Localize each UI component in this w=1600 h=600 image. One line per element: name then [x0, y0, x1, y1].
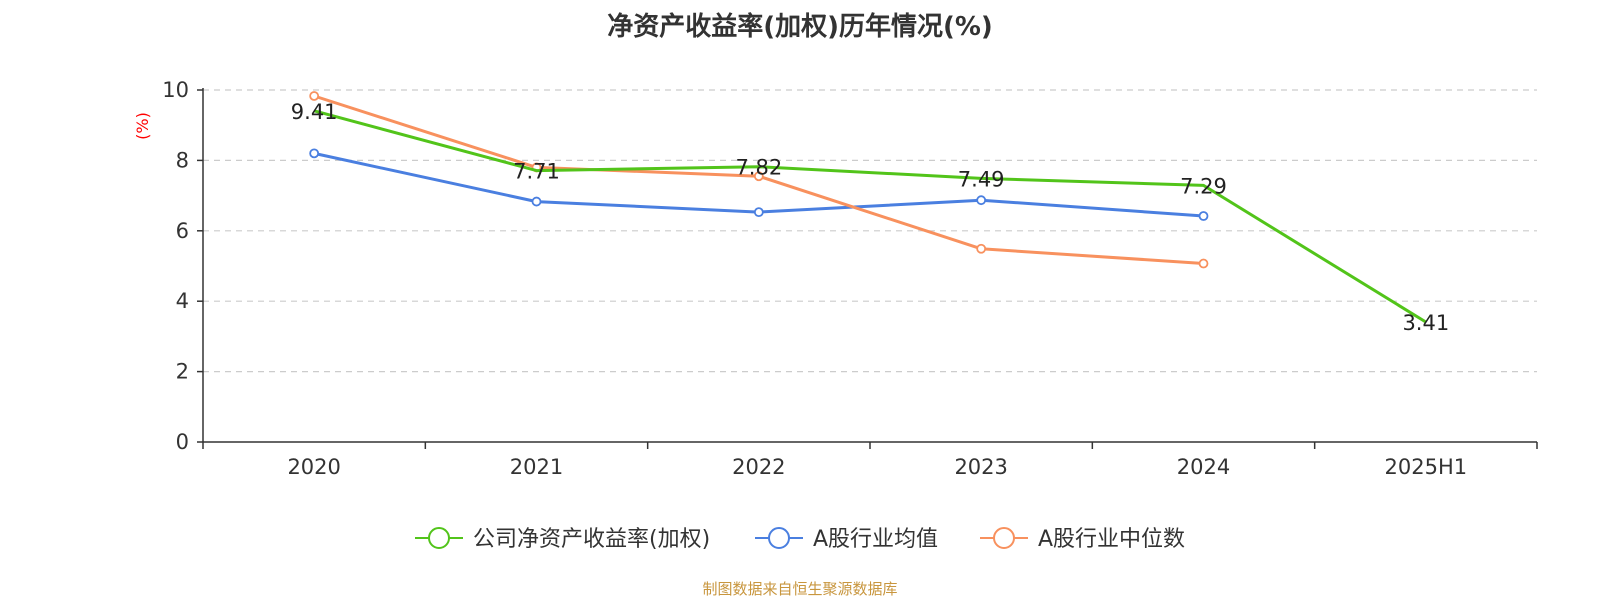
data-point	[531, 196, 542, 207]
x-tick-label: 2025H1	[1385, 455, 1468, 479]
y-tick-label: 6	[176, 219, 189, 243]
y-axis-label: (%)	[133, 112, 152, 140]
legend-marker	[993, 527, 1015, 549]
y-tick-label: 2	[176, 360, 189, 384]
data-point	[753, 207, 764, 218]
legend-marker	[428, 527, 450, 549]
axes: 0 2 4 6 8 10 2020 2021 2022 2023 2024 2025H1 (%)	[133, 78, 1538, 479]
source-note: 制图数据来自恒生聚源数据库	[702, 580, 898, 598]
data-point	[1198, 211, 1209, 221]
x-tick-label: 2023	[954, 455, 1007, 479]
data-point	[309, 148, 320, 159]
data-labels: 9.41 7.71 7.82 7.49 7.29 3.41	[291, 100, 1449, 335]
y-tick-label: 10	[162, 78, 189, 102]
y-tick-label: 0	[176, 430, 189, 454]
legend-label: A股行业中位数	[1038, 527, 1185, 552]
y-tick-label: 8	[176, 148, 189, 172]
data-label: 7.29	[1180, 174, 1227, 198]
data-point	[976, 243, 987, 254]
legend-label: A股行业均值	[813, 527, 938, 552]
data-label: 3.41	[1402, 311, 1449, 335]
grid-lines	[203, 89, 1537, 373]
data-label: 7.49	[958, 167, 1005, 191]
legend: 公司净资产收益率(加权) A股行业均值 A股行业中位数	[415, 527, 1185, 552]
x-tick-label: 2024	[1177, 455, 1230, 479]
legend-label: 公司净资产收益率(加权)	[473, 527, 710, 552]
data-label: 9.41	[291, 100, 338, 124]
data-point	[976, 195, 987, 206]
x-tick-label: 2022	[732, 455, 785, 479]
x-tick-label: 2021	[510, 455, 563, 479]
data-label: 7.82	[735, 156, 782, 180]
legend-marker	[768, 527, 790, 549]
x-tick-label: 2020	[287, 455, 340, 479]
series-lines	[309, 91, 1427, 324]
series-line	[313, 109, 1427, 324]
data-point	[753, 171, 764, 182]
chart-title: 净资产收益率(加权)历年情况(%)	[607, 12, 993, 42]
data-point	[309, 91, 320, 101]
data-label: 7.71	[513, 160, 560, 184]
data-point	[1198, 258, 1209, 269]
y-tick-label: 4	[176, 289, 189, 313]
